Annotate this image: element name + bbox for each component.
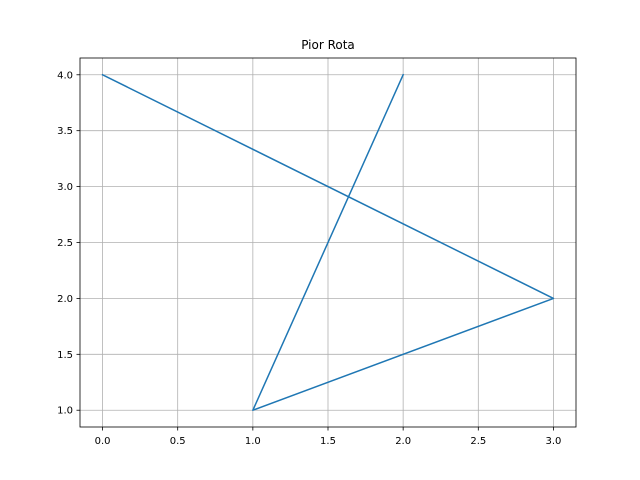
y-tick-label: 1.5 xyxy=(57,350,73,361)
x-tick-label: 0.0 xyxy=(95,436,111,447)
y-tick-label: 3.0 xyxy=(57,182,73,193)
y-tick-label: 3.5 xyxy=(57,126,73,137)
x-tick-label: 0.5 xyxy=(170,436,186,447)
series-line xyxy=(101,73,555,411)
series-layer xyxy=(101,73,555,411)
y-tick-label: 1.0 xyxy=(57,406,73,417)
x-tick-label: 2.0 xyxy=(395,436,411,447)
x-tick-label: 1.5 xyxy=(320,436,336,447)
x-tick-label: 3.0 xyxy=(546,436,562,447)
grid xyxy=(80,58,576,427)
x-tick-label: 1.0 xyxy=(245,436,261,447)
y-axis: 1.0 1.5 2.0 2.5 3.0 3.5 4.0 xyxy=(57,70,80,417)
x-axis: 0.0 0.5 1.0 1.5 2.0 2.5 3.0 xyxy=(95,427,562,447)
x-tick-label: 2.5 xyxy=(470,436,486,447)
y-tick-label: 2.0 xyxy=(57,294,73,305)
chart-title: Pior Rota xyxy=(301,38,355,52)
y-tick-label: 4.0 xyxy=(57,70,73,81)
y-tick-label: 2.5 xyxy=(57,238,73,249)
